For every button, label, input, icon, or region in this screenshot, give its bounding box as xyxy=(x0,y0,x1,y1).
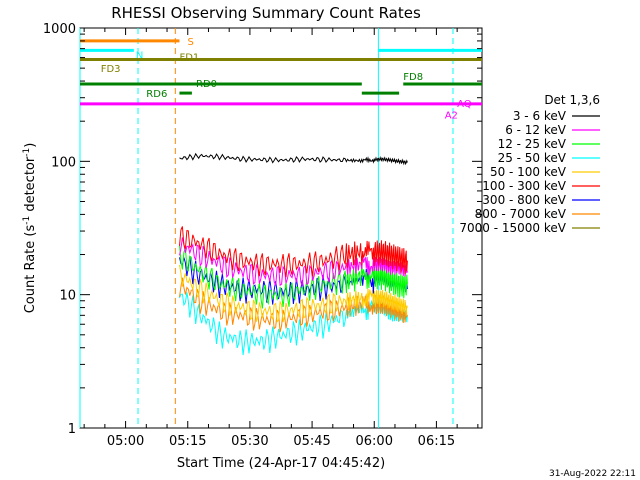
flag-label-3: FD1 xyxy=(179,53,199,64)
legend-label-2: 12 - 25 keV xyxy=(498,137,567,151)
legend-label-7: 800 - 7000 keV xyxy=(475,207,567,221)
chart-title: RHESSI Observing Summary Count Rates xyxy=(111,4,421,22)
flag-label-0: S xyxy=(187,37,193,48)
flag-label-7: RD6 xyxy=(146,89,167,100)
x-tick-label-1: 05:15 xyxy=(169,434,206,449)
vertical-markers xyxy=(79,28,454,428)
series-line-3 xyxy=(179,292,408,356)
axes: 05:00 05:15 05:30 05:45 06:00 06:15 1 10 100 1000 xyxy=(43,22,482,449)
y-tick-label-2: 100 xyxy=(51,155,76,170)
flag-label-5: RD0 xyxy=(196,79,217,90)
y-axis-label: Count Rate (s-1 detector-1) xyxy=(22,143,38,314)
y-label-part3: ) xyxy=(23,143,38,148)
y-label-part2: detector xyxy=(23,156,38,216)
y-label-part1: Count Rate (s xyxy=(23,225,38,314)
series-line-5 xyxy=(179,226,408,278)
x-tick-label-2: 05:30 xyxy=(231,434,268,449)
legend-label-4: 50 - 100 keV xyxy=(490,165,567,179)
y-tick-label-0: 1 xyxy=(68,422,76,437)
y-tick-label-1: 10 xyxy=(59,289,76,304)
series-line-0 xyxy=(179,152,408,166)
x-tick-label-4: 06:00 xyxy=(356,434,393,449)
legend-label-6: 300 - 800 keV xyxy=(482,193,566,207)
series-layer xyxy=(179,152,408,356)
y-tick-label-3: 1000 xyxy=(43,22,76,37)
flag-label-9: AQ xyxy=(457,99,472,110)
legend-title: Det 1,3,6 xyxy=(544,93,600,107)
y-label-sup2: -1 xyxy=(22,148,32,157)
x-tick-label-0: 05:00 xyxy=(107,434,144,449)
series-line-4 xyxy=(179,265,408,323)
series-line-2 xyxy=(179,244,408,309)
x-tick-label-3: 05:45 xyxy=(293,434,330,449)
flag-label-10: A2 xyxy=(445,111,458,122)
flag-label-6: FD8 xyxy=(403,72,423,83)
x-tick-label-5: 06:15 xyxy=(418,434,455,449)
legend-label-8: 7000 - 15000 keV xyxy=(459,221,566,235)
plot-area xyxy=(79,27,483,429)
legend-label-0: 3 - 6 keV xyxy=(513,109,567,123)
footer-timestamp: 31-Aug-2022 22:11 xyxy=(549,469,636,479)
legend-label-1: 6 - 12 keV xyxy=(505,123,567,137)
y-label-sup1: -1 xyxy=(22,216,32,225)
legend-label-3: 25 - 50 keV xyxy=(498,151,567,165)
x-axis-label: Start Time (24-Apr-17 04:45:42) xyxy=(177,456,385,471)
flag-label-4: FD3 xyxy=(101,64,121,75)
legend-label-5: 100 - 300 keV xyxy=(482,179,566,193)
flag-label-1: N xyxy=(136,50,143,61)
